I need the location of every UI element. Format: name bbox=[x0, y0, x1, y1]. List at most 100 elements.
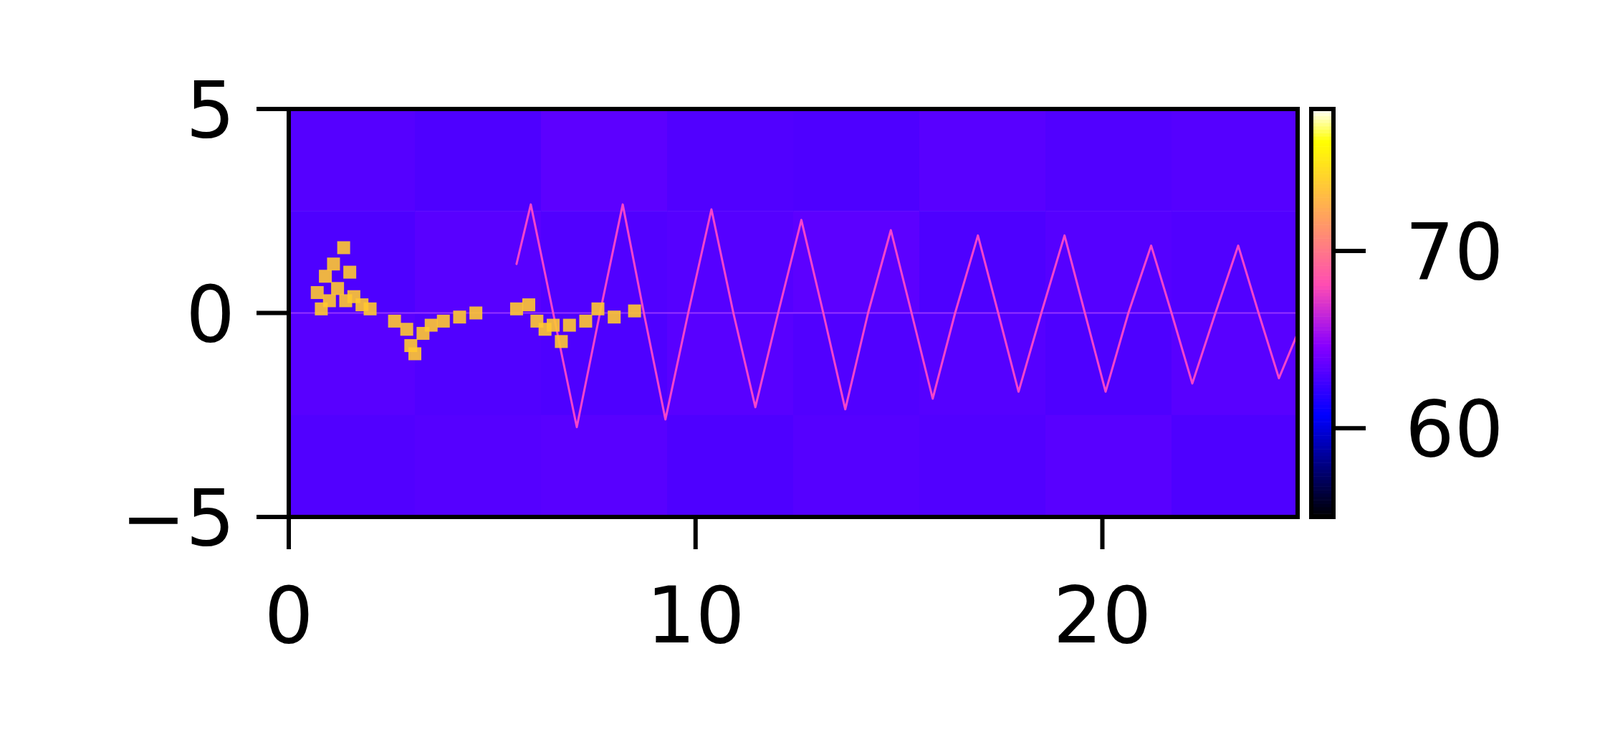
heat-cell bbox=[288, 414, 416, 517]
line-series bbox=[288, 312, 1298, 314]
colorbar-band bbox=[1311, 503, 1334, 507]
colorbar-frame bbox=[1311, 108, 1334, 517]
colorbar-band bbox=[1311, 299, 1334, 304]
colorbar-band bbox=[1311, 479, 1334, 483]
colorbar-band bbox=[1311, 275, 1334, 279]
heat-cell bbox=[919, 414, 1047, 517]
scatter-point bbox=[326, 257, 340, 271]
scatter-point bbox=[323, 293, 337, 307]
colorbar-band bbox=[1311, 282, 1334, 286]
colorbar-band bbox=[1311, 343, 1334, 347]
colorbar-band bbox=[1311, 510, 1334, 514]
x-tick-label: 10 bbox=[646, 570, 745, 660]
colorbar-band bbox=[1311, 370, 1334, 375]
colorbar-band bbox=[1311, 183, 1334, 188]
colorbar-band bbox=[1311, 258, 1334, 263]
heat-cell bbox=[1045, 210, 1173, 314]
colorbar-band bbox=[1311, 475, 1334, 480]
colorbar-tick bbox=[1333, 425, 1366, 430]
colorbar-band bbox=[1311, 363, 1334, 368]
colorbar-band bbox=[1311, 496, 1334, 501]
colorbar-band bbox=[1311, 159, 1334, 164]
colorbar-band bbox=[1311, 132, 1334, 137]
colorbar-band bbox=[1311, 272, 1334, 276]
x-tick bbox=[286, 516, 291, 549]
colorbar-band bbox=[1311, 315, 1334, 320]
colorbar-band bbox=[1311, 224, 1334, 228]
colorbar-band bbox=[1311, 285, 1334, 290]
colorbar-band bbox=[1311, 142, 1334, 147]
colorbar-band bbox=[1311, 329, 1334, 334]
colorbar-band bbox=[1311, 323, 1334, 327]
scatter-point bbox=[388, 314, 402, 328]
colorbar-band bbox=[1311, 187, 1334, 191]
scatter-point bbox=[437, 314, 450, 328]
scatter-point bbox=[310, 285, 324, 299]
colorbar-band bbox=[1311, 220, 1334, 225]
colorbar-band bbox=[1311, 431, 1334, 435]
colorbar-band bbox=[1311, 492, 1334, 497]
colorbar-band bbox=[1311, 401, 1334, 405]
colorbar-band bbox=[1311, 434, 1334, 439]
colorbar-band bbox=[1311, 251, 1334, 256]
colorbar-band bbox=[1311, 452, 1334, 456]
heat-cell bbox=[414, 108, 542, 212]
colorbar-band bbox=[1311, 261, 1334, 266]
colorbar-band bbox=[1311, 146, 1334, 150]
heat-cell bbox=[414, 414, 542, 517]
heat-cell bbox=[414, 210, 542, 314]
scatter-point bbox=[343, 265, 357, 279]
colorbar-band bbox=[1311, 455, 1334, 460]
scatter-point bbox=[400, 322, 414, 336]
colorbar-band bbox=[1311, 255, 1334, 259]
colorbar-tick-label: 70 bbox=[1405, 207, 1504, 297]
colorbar-band bbox=[1311, 241, 1334, 246]
heat-cell bbox=[1171, 313, 1298, 416]
colorbar-band bbox=[1311, 339, 1334, 344]
scatter-point bbox=[408, 346, 422, 360]
scatter-point bbox=[510, 302, 524, 316]
heat-cell bbox=[1045, 414, 1173, 517]
colorbar-band bbox=[1311, 414, 1334, 419]
heat-cell bbox=[540, 414, 668, 517]
colorbar-band bbox=[1311, 265, 1334, 269]
heat-cell bbox=[919, 210, 1047, 314]
x-tick bbox=[693, 516, 698, 549]
colorbar-band bbox=[1311, 295, 1334, 300]
scatter-point bbox=[337, 240, 351, 254]
colorbar-band bbox=[1311, 153, 1334, 157]
scatter-point bbox=[318, 269, 332, 283]
heat-cell bbox=[1171, 210, 1298, 314]
scatter-point bbox=[424, 318, 438, 332]
colorbar-band bbox=[1311, 397, 1334, 402]
plot-frame bbox=[288, 108, 1298, 517]
colorbar-band bbox=[1311, 149, 1334, 154]
heat-cell bbox=[288, 108, 416, 212]
colorbar-band bbox=[1311, 176, 1334, 181]
colorbar-band bbox=[1311, 237, 1334, 242]
scatter-point bbox=[363, 302, 377, 316]
colorbar-band bbox=[1311, 417, 1334, 422]
colorbar-band bbox=[1311, 384, 1334, 388]
colorbar-band bbox=[1311, 180, 1334, 185]
x-tick bbox=[1099, 516, 1105, 549]
colorbar-tick bbox=[1333, 248, 1366, 253]
colorbar-band bbox=[1311, 122, 1334, 127]
heat-cell bbox=[288, 313, 416, 416]
heat-cell bbox=[288, 210, 416, 314]
colorbar-band bbox=[1311, 377, 1334, 382]
colorbar-band bbox=[1311, 428, 1334, 433]
heat-cell bbox=[667, 414, 794, 517]
colorbar-band bbox=[1311, 210, 1334, 215]
colorbar-band bbox=[1311, 394, 1334, 398]
colorbar-band bbox=[1311, 404, 1334, 409]
colorbar-band bbox=[1311, 485, 1334, 490]
scatter-point bbox=[554, 334, 568, 348]
scatter-point bbox=[452, 310, 466, 324]
scatter-point bbox=[607, 310, 621, 324]
colorbar-tick-label: 60 bbox=[1405, 384, 1504, 474]
line-series bbox=[516, 204, 1298, 428]
colorbar-band bbox=[1311, 353, 1334, 357]
heat-cell bbox=[414, 313, 542, 416]
colorbar-band bbox=[1311, 448, 1334, 453]
